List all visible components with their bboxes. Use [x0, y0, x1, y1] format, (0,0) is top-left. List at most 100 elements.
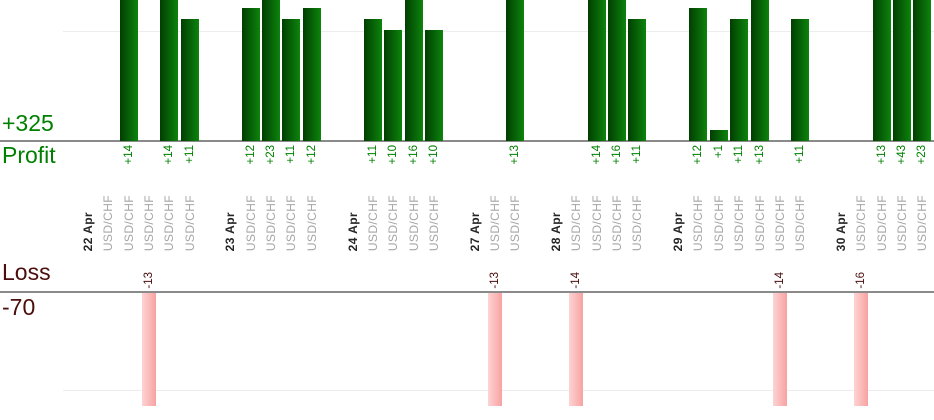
pair-label: USD/CHF — [589, 194, 604, 251]
loss-value-label: -14 — [570, 272, 583, 289]
chart-column-slot: USD/CHF +13 — [505, 0, 525, 420]
pair-label: USD/CHF — [162, 194, 177, 251]
profit-bar — [180, 19, 199, 141]
profit-value-label: +14 — [163, 145, 176, 165]
profit-value-label: +13 — [509, 145, 522, 165]
profit-bar — [730, 19, 749, 141]
date-label: 27 Apr — [467, 211, 482, 251]
profit-bar — [628, 19, 647, 141]
chart-column-slot: 29 Apr — [668, 0, 688, 420]
profit-value-label: +23 — [265, 145, 278, 165]
profit-value-label: +16 — [611, 145, 624, 165]
pair-label: USD/CHF — [284, 194, 299, 251]
pair-label: USD/CHF — [915, 194, 930, 251]
chart-column-slot: USD/CHF +16 — [403, 0, 423, 420]
profit-value-label: +11 — [794, 145, 807, 164]
date-label: 30 Apr — [833, 211, 848, 251]
chart-column-slot: USD/CHF +11 — [281, 0, 301, 420]
profit-bar — [892, 0, 911, 141]
pair-label: USD/CHF — [142, 194, 157, 251]
date-label: 22 Apr — [80, 211, 95, 251]
pair-label: USD/CHF — [386, 194, 401, 251]
profit-value-label: +11 — [366, 145, 379, 164]
chart-column-slot: USD/CHF +14 — [159, 0, 179, 420]
profit-value-label: +13 — [875, 145, 888, 165]
date-label: 29 Apr — [671, 211, 686, 251]
profit-bar — [608, 0, 627, 141]
loss-value-label: -13 — [143, 272, 156, 289]
profit-bar — [363, 19, 382, 141]
profit-bar — [119, 0, 138, 141]
pair-label: USD/CHF — [304, 194, 319, 251]
pair-label: USD/CHF — [894, 194, 909, 251]
loss-value-label: -14 — [773, 272, 786, 289]
pair-label: USD/CHF — [630, 194, 645, 251]
chart-column-slot: USD/CHF -13 — [139, 0, 159, 420]
chart-column-slot: USD/CHF +13 — [871, 0, 891, 420]
profit-value-label: +14 — [122, 145, 135, 165]
chart-column-slot: 28 Apr — [546, 0, 566, 420]
pair-label: USD/CHF — [569, 194, 584, 251]
chart-column-slot: 27 Apr — [464, 0, 484, 420]
profit-bar — [872, 0, 891, 141]
profit-bar — [689, 8, 708, 141]
profit-bar — [791, 19, 810, 141]
profit-value-label: +10 — [427, 145, 440, 165]
loss-value-label: -13 — [488, 272, 501, 289]
loss-bar — [142, 293, 157, 406]
date-label: 23 Apr — [223, 211, 238, 251]
profit-bar — [160, 0, 179, 141]
profit-bar — [913, 0, 932, 141]
chart-column-slot: USD/CHF +11 — [729, 0, 749, 420]
profit-value-label: +43 — [895, 145, 908, 165]
pair-label: USD/CHF — [101, 194, 116, 251]
profit-axis-title: Profit — [2, 142, 56, 168]
profit-bar — [302, 8, 321, 141]
pair-label: USD/CHF — [610, 194, 625, 251]
pair-label: USD/CHF — [793, 194, 808, 251]
chart-column-slot: USD/CHF +12 — [241, 0, 261, 420]
chart-column-slot: USD/CHF +11 — [790, 0, 810, 420]
pair-label: USD/CHF — [182, 194, 197, 251]
chart-column-slot: USD/CHF +16 — [607, 0, 627, 420]
chart-column-slot: USD/CHF +10 — [383, 0, 403, 420]
chart-column-slot: USD/CHF +14 — [119, 0, 139, 420]
chart-column-slot: USD/CHF +12 — [302, 0, 322, 420]
chart-column-slot: 22 Apr — [78, 0, 98, 420]
profit-bar — [506, 0, 525, 141]
chart-column-slot: USD/CHF +14 — [587, 0, 607, 420]
pair-label: USD/CHF — [487, 194, 502, 251]
chart-column-slot: USD/CHF +13 — [749, 0, 769, 420]
profit-bar — [587, 0, 606, 141]
profit-value-label: +16 — [407, 145, 420, 165]
loss-bar — [854, 293, 869, 406]
profit-value-label: +1 — [712, 145, 725, 159]
gridline — [63, 31, 934, 32]
profit-value-label: +12 — [692, 145, 705, 165]
chart-column-slot: USD/CHF -14 — [566, 0, 586, 420]
profit-value-label: +11 — [183, 145, 196, 164]
pair-label: USD/CHF — [406, 194, 421, 251]
profit-bar — [282, 19, 301, 141]
profit-value-label: +11 — [733, 145, 746, 164]
chart-column-slot: 23 Apr — [220, 0, 240, 420]
chart-column-slot: USD/CHF +11 — [180, 0, 200, 420]
chart-column-slot: USD/CHF +43 — [892, 0, 912, 420]
chart-column-slot: 24 Apr — [342, 0, 362, 420]
profit-total-label: +325 — [2, 110, 54, 136]
chart-column-slot: USD/CHF +10 — [424, 0, 444, 420]
pair-label: USD/CHF — [691, 194, 706, 251]
profit-value-label: +14 — [590, 145, 603, 165]
chart-column-slot: USD/CHF -16 — [851, 0, 871, 420]
chart-column-slot: 30 Apr — [831, 0, 851, 420]
loss-value-label: -16 — [855, 272, 868, 289]
profit-value-label: +11 — [285, 145, 298, 164]
pair-label: USD/CHF — [243, 194, 258, 251]
chart-column-slot: USD/CHF -13 — [485, 0, 505, 420]
chart-column-slot: USD/CHF +1 — [709, 0, 729, 420]
chart-column-slot: USD/CHF +11 — [363, 0, 383, 420]
profit-bar — [404, 0, 423, 141]
chart-column-slot: USD/CHF — [98, 0, 118, 420]
profit-value-label: +13 — [753, 145, 766, 165]
